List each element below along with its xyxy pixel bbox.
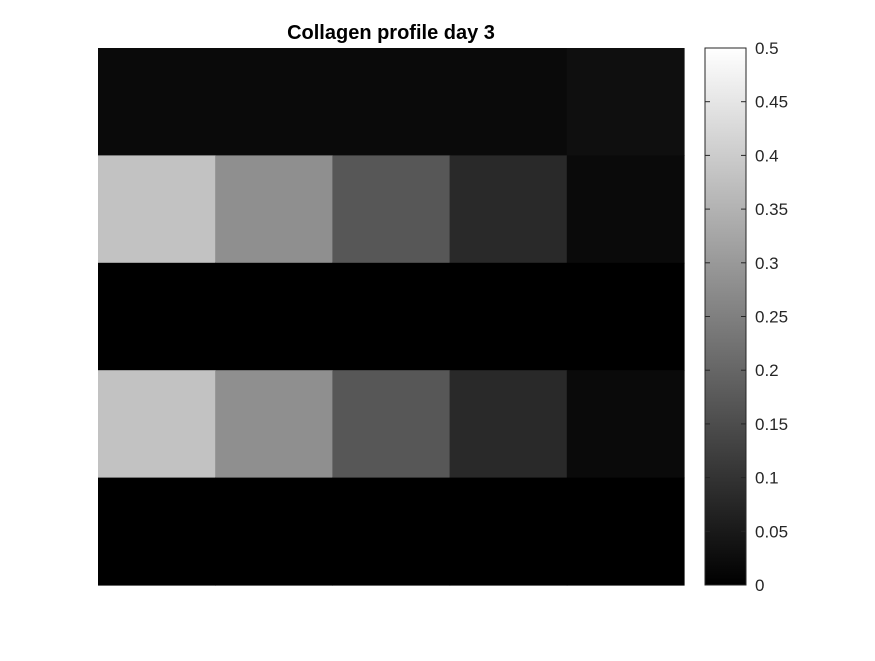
heatmap-cell-r1-c2 [215,48,333,156]
colorbar-ticks: 0 0.05 0.1 0.15 0.2 0.25 0.3 0.35 0.4 0.45 0.5 [705,39,788,595]
heatmap-cell-r5-c2 [215,477,333,586]
colorbar-tick-label: 0.2 [755,361,779,380]
heatmap-cell-r1-c1 [98,48,216,156]
heatmap-cell-r4-c2 [215,370,333,479]
colorbar-gradient [704,47,747,586]
heatmap-cell-r1-c3 [332,48,451,156]
colorbar-tick-label: 0.05 [755,522,788,541]
heatmap-cell-r4-c4 [449,370,568,479]
heatmap-cell-r3-c2 [215,262,333,371]
heatmap-cell-r4-c3 [332,370,451,479]
heatmap-cell-r3-c1 [98,262,216,371]
colorbar-tick-label: 0.45 [755,93,788,112]
heatmap-cell-r5-c3 [332,477,451,586]
heatmap-cell-r1-c5 [566,48,685,156]
heatmap-cell-r3-c5 [566,262,685,371]
heatmap-cell-r2-c3 [332,155,451,264]
colorbar-tick-label: 0.3 [755,254,779,273]
heatmap-cell-r5-c4 [449,477,568,586]
heatmap-cell-r4-c5 [566,370,685,479]
heatmap-cell-r3-c4 [449,262,568,371]
heatmap-cell-r4-c1 [98,370,216,479]
heatmap-cell-r2-c4 [449,155,568,264]
colorbar-tick-label: 0.5 [755,39,779,58]
heatmap-cell-r2-c1 [98,155,216,264]
heatmap-cell-r1-c4 [449,48,568,156]
colorbar-tick-label: 0.35 [755,200,788,219]
heatmap-cell-r3-c3 [332,262,451,371]
heatmap-cell-r5-c1 [98,477,216,586]
colorbar-tick-label: 0.1 [755,469,779,488]
colorbar-tick-label: 0.4 [755,146,779,165]
colorbar-tick-label: 0.15 [755,415,788,434]
heatmap-cells [98,48,685,586]
heatmap-cell-r5-c5 [566,477,685,586]
colorbar-tick-label: 0 [755,576,764,595]
colorbar: 0 0.05 0.1 0.15 0.2 0.25 0.3 0.35 0.4 0.45 0.5 [704,39,788,595]
heatmap-cell-r2-c2 [215,155,333,264]
heatmap-cell-r2-c5 [566,155,685,264]
chart-title: Collagen profile day 3 [287,22,495,44]
colorbar-tick-label: 0.25 [755,308,788,327]
